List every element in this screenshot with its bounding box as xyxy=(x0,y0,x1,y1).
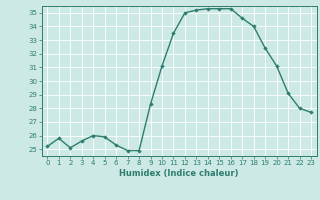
X-axis label: Humidex (Indice chaleur): Humidex (Indice chaleur) xyxy=(119,169,239,178)
